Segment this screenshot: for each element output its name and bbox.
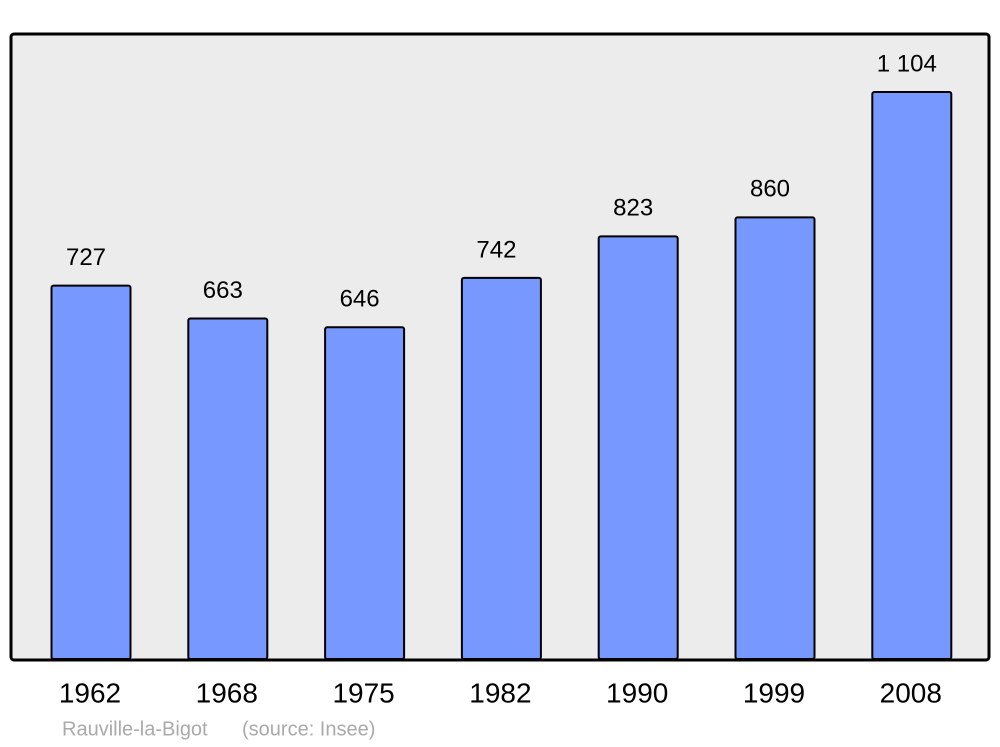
- bar: [597, 235, 679, 660]
- bar: [50, 284, 132, 660]
- x-tick-label: 1982: [469, 677, 531, 708]
- value-label: 1 104: [877, 50, 937, 77]
- footer-source: (source: Insee): [242, 718, 375, 740]
- x-tick-label: 1968: [196, 677, 258, 708]
- value-label: 646: [340, 286, 380, 313]
- bar: [871, 91, 953, 660]
- x-tick-label: 1999: [743, 677, 805, 708]
- x-tick-label: 1962: [59, 677, 121, 708]
- value-label: 823: [613, 195, 653, 222]
- bar: [734, 216, 816, 660]
- value-label: 727: [66, 244, 106, 271]
- bar: [324, 326, 406, 660]
- x-tick-label: 1975: [332, 677, 394, 708]
- x-tick-label: 1990: [606, 677, 668, 708]
- footer-place: Rauville-la-Bigot: [62, 718, 208, 740]
- value-label: 742: [476, 236, 516, 263]
- x-tick-label: 2008: [880, 677, 942, 708]
- bar: [460, 276, 542, 660]
- bar: [187, 317, 269, 660]
- value-label: 663: [203, 277, 243, 304]
- value-label: 860: [750, 176, 790, 203]
